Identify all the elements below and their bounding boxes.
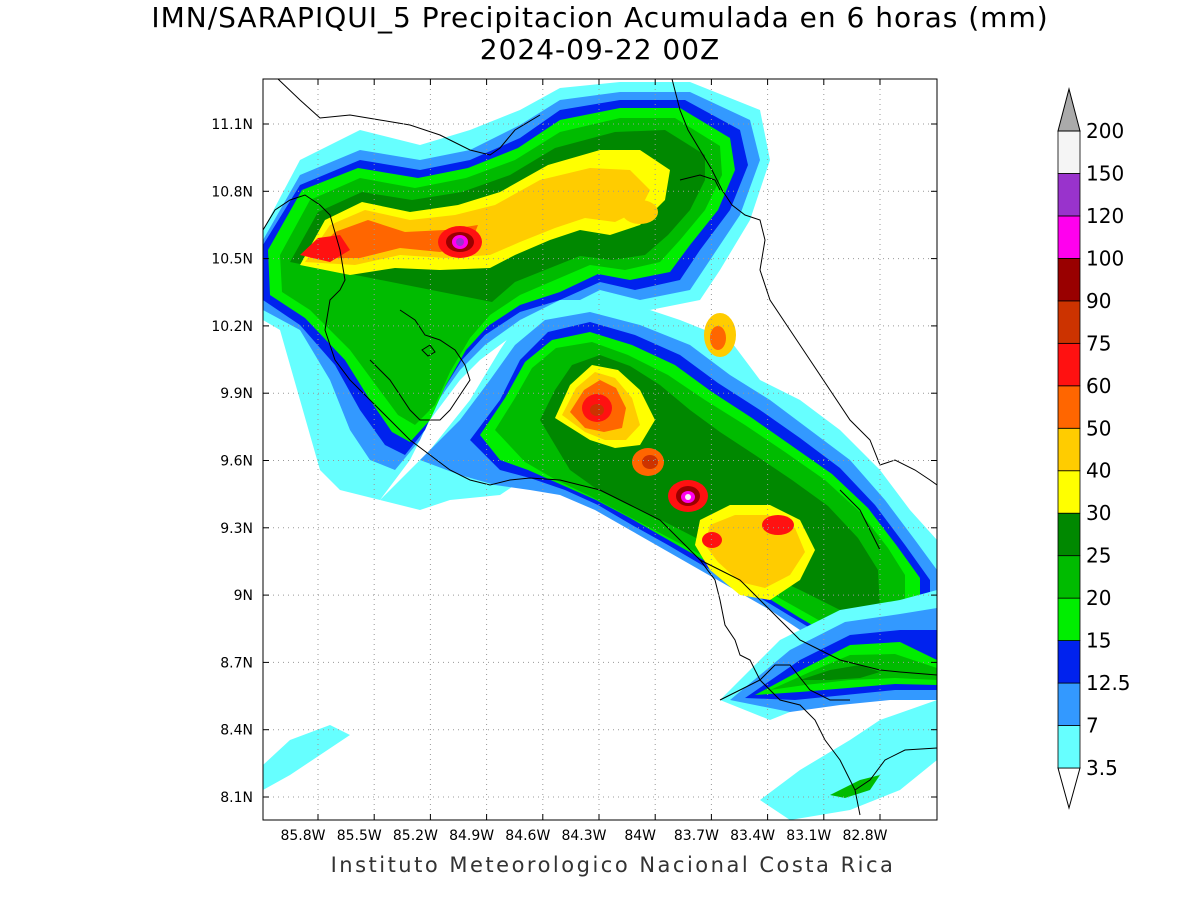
lat-tick-label: 9N [234, 588, 253, 604]
colorbar-under-triangle [1057, 767, 1081, 810]
colorbar-level-label: 200 [1086, 119, 1124, 143]
lat-tick-label: 11.1N [211, 117, 253, 133]
colorbar-segment [1057, 257, 1081, 302]
precip-band-25 [800, 665, 880, 680]
colorbar-segment [1057, 385, 1081, 429]
colorbar-level-label: 20 [1086, 586, 1111, 610]
precip-band-50 [310, 220, 478, 258]
colorbar-level-label: 40 [1086, 459, 1111, 483]
colorbar-level-label: 12.5 [1086, 671, 1131, 695]
precip-cell-a-core [642, 455, 658, 469]
colorbar-level-label: 7 [1086, 714, 1099, 738]
colorbar-segment [1057, 512, 1081, 557]
lon-tick-label: 85.2W [393, 828, 438, 844]
precip-cell-east-core [710, 326, 726, 350]
map-frame [262, 78, 938, 821]
precip-band-15 [830, 775, 880, 798]
colorbar-level-label: 120 [1086, 204, 1124, 228]
lat-tick-label: 8.4N [220, 723, 253, 739]
colorbar-segment [1057, 300, 1081, 344]
lon-tick-label: 83.7W [674, 828, 719, 844]
precip-band-3-5 [263, 725, 350, 790]
footer-credit: Instituto Meteorologico Nacional Costa R… [330, 853, 896, 877]
lat-tick-label: 10.5N [211, 252, 253, 268]
lat-tick-label: 8.7N [220, 655, 253, 671]
colorbar-segment [1057, 173, 1081, 217]
lon-tick-label: 84.9W [449, 828, 494, 844]
colorbar-level-label: 3.5 [1086, 756, 1118, 780]
lat-tick-label: 10.2N [211, 319, 253, 335]
colorbar-segment [1057, 725, 1081, 769]
colorbar-segment [1057, 215, 1081, 259]
longitude-labels: 85.8W 85.5W 85.2W 84.9W 84.6W 84.3W 84W 83.7W 83… [280, 828, 887, 844]
colorbar-level-label: 75 [1086, 331, 1111, 355]
colorbar-segment [1057, 130, 1081, 174]
coastline [263, 79, 937, 816]
colorbar: 3.5 7 12.5 15 20 25 30 40 50 60 75 90 100 120 150 200 [1057, 87, 1131, 810]
axis-ticks [263, 79, 937, 820]
lat-tick-label: 9.6N [220, 454, 253, 470]
colorbar-level-label: 100 [1086, 246, 1124, 270]
lon-tick-label: 84.6W [505, 828, 550, 844]
lon-tick-label: 83.1W [786, 828, 831, 844]
lon-tick-label: 84W [624, 828, 656, 844]
colorbar-level-label: 30 [1086, 501, 1111, 525]
colorbar-segment [1057, 427, 1081, 472]
precip-core-150 [456, 238, 464, 246]
colorbar-level-label: 15 [1086, 629, 1111, 653]
colorbar-segment [1057, 597, 1081, 642]
lon-tick-label: 85.5W [337, 828, 382, 844]
colorbar-segment [1057, 640, 1081, 684]
precip-cell-north [622, 200, 658, 224]
colorbar-level-label: 90 [1086, 289, 1111, 313]
precipitation-field [263, 82, 937, 820]
colorbar-segment [1057, 682, 1081, 726]
precip-cell-b-max [685, 494, 691, 500]
colorbar-level-label: 25 [1086, 544, 1111, 568]
map-title: IMN/SARAPIQUI_5 Precipitacion Acumulada … [151, 1, 1049, 34]
lat-tick-label: 9.3N [220, 521, 253, 537]
colorbar-over-triangle [1057, 87, 1081, 132]
colorbar-level-label: 150 [1086, 161, 1124, 185]
precip-cell-c [762, 515, 794, 535]
lon-tick-label: 82.8W [842, 828, 887, 844]
colorbar-segment [1057, 342, 1081, 387]
lon-tick-label: 84.3W [561, 828, 606, 844]
precip-cell-d [702, 532, 722, 548]
lon-tick-label: 83.4W [730, 828, 775, 844]
colorbar-level-label: 60 [1086, 374, 1111, 398]
precip-core-90 [590, 404, 604, 416]
lat-tick-label: 9.9N [220, 386, 253, 402]
grid-lines [263, 79, 937, 820]
colorbar-segment [1057, 470, 1081, 514]
latitude-labels: 11.1N 10.8N 10.5N 10.2N 9.9N 9.6N 9.3N 9N 8.7N 8.… [211, 117, 253, 806]
colorbar-level-label: 50 [1086, 416, 1111, 440]
lat-tick-label: 8.1N [220, 790, 253, 806]
colorbar-segment [1057, 555, 1081, 599]
map-subtitle: 2024-09-22 00Z [479, 33, 721, 66]
lat-tick-label: 10.8N [211, 184, 253, 200]
lon-tick-label: 85.8W [280, 828, 325, 844]
